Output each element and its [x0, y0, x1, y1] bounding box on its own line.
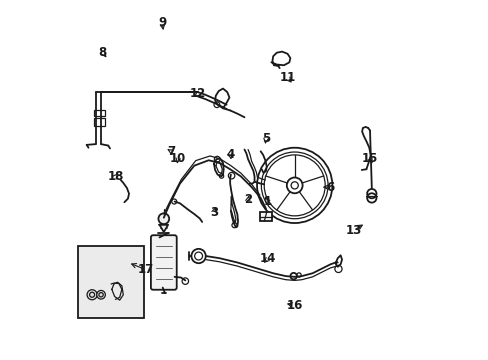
Text: 13: 13 — [345, 224, 361, 237]
Bar — [259, 212, 271, 221]
Text: 4: 4 — [225, 148, 234, 161]
Text: 8: 8 — [99, 46, 107, 59]
Bar — [78, 246, 144, 318]
Text: 5: 5 — [262, 132, 269, 145]
Text: 14: 14 — [259, 252, 275, 265]
FancyBboxPatch shape — [151, 235, 176, 290]
Text: 3: 3 — [209, 206, 218, 219]
Text: 11: 11 — [279, 71, 295, 84]
Bar — [94, 118, 104, 126]
Text: 7: 7 — [166, 145, 175, 158]
Text: 18: 18 — [107, 170, 123, 183]
Circle shape — [158, 213, 169, 224]
Polygon shape — [159, 225, 168, 232]
Text: 10: 10 — [170, 152, 186, 165]
Text: 2: 2 — [244, 193, 252, 206]
Text: 9: 9 — [158, 16, 166, 29]
Text: 15: 15 — [361, 152, 377, 165]
Circle shape — [87, 290, 97, 300]
Text: 1: 1 — [263, 195, 271, 208]
Text: 6: 6 — [326, 181, 334, 194]
Text: 16: 16 — [286, 299, 302, 312]
Bar — [94, 111, 104, 116]
Text: 17: 17 — [138, 263, 154, 276]
Text: 12: 12 — [189, 87, 205, 100]
Circle shape — [97, 291, 105, 299]
